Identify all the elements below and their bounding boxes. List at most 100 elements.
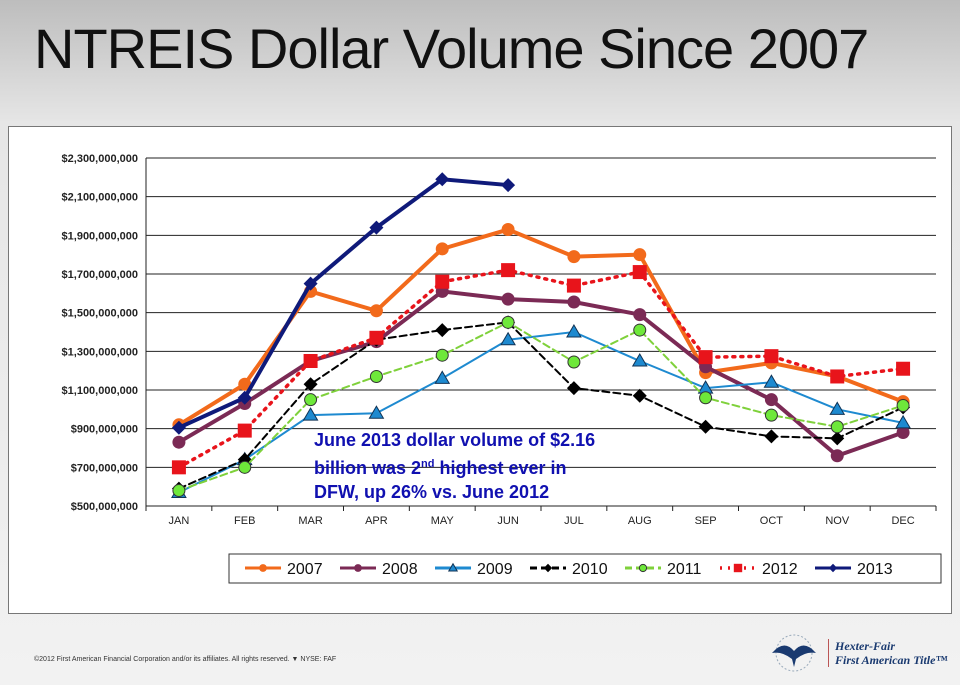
data-point [238, 460, 252, 474]
series-2013 [171, 172, 516, 435]
data-point [172, 484, 186, 498]
data-point [368, 405, 385, 419]
data-point [631, 353, 648, 367]
legend-label: 2011 [667, 561, 702, 578]
annotation-line2: billion was 2nd highest ever in [314, 452, 595, 480]
data-point [369, 330, 384, 345]
legend-label: 2010 [572, 561, 608, 578]
data-point [733, 563, 743, 573]
data-point [764, 408, 778, 422]
annotation-line1: June 2013 dollar volume of $2.16 [314, 430, 596, 450]
data-point [633, 323, 647, 337]
data-point [171, 460, 186, 475]
x-tick-label: JAN [169, 515, 190, 527]
x-tick-label: APR [365, 515, 388, 527]
legend: 2007 2008 2009 2010 2011 2012 2013 [228, 553, 942, 584]
data-point [501, 292, 515, 306]
data-point [435, 348, 449, 362]
x-tick-label: AUG [628, 515, 652, 527]
chart-annotation: June 2013 dollar volume of $2.16 billion… [314, 428, 595, 504]
y-tick-label: $900,000,000 [71, 424, 138, 436]
data-point [763, 374, 780, 388]
data-point [896, 426, 910, 440]
data-point [567, 355, 581, 369]
x-tick-label: DEC [891, 515, 914, 527]
series-2012 [171, 263, 911, 475]
data-point [237, 423, 252, 438]
legend-item: 2007 [245, 561, 323, 578]
data-point [632, 388, 647, 403]
data-point [435, 172, 450, 187]
data-point [369, 369, 383, 383]
data-point [830, 431, 845, 446]
data-point [302, 407, 319, 421]
data-point [369, 304, 383, 318]
data-point [699, 391, 713, 405]
data-point [764, 393, 778, 407]
data-point [501, 223, 515, 237]
data-point [303, 377, 318, 392]
data-point [303, 354, 318, 368]
data-point [830, 449, 844, 463]
logo-line2: First American Title™ [835, 653, 948, 667]
logo-line1: Hexter-Fair [835, 639, 895, 653]
data-point [259, 564, 267, 572]
series-line [177, 268, 905, 470]
series-2007 [172, 223, 910, 432]
data-point [238, 377, 252, 391]
data-point [304, 393, 318, 407]
annotation-text: highest ever in [434, 458, 567, 478]
data-point [829, 401, 846, 415]
data-point [447, 562, 459, 572]
x-tick-label: JUN [497, 515, 518, 527]
y-tick-label: $1,500,000,000 [62, 308, 138, 320]
data-point [764, 349, 779, 364]
data-point [500, 331, 516, 346]
legend-label: 2012 [762, 561, 798, 578]
y-tick-label: $1,900,000,000 [62, 230, 138, 242]
x-tick-label: JUL [564, 515, 584, 527]
data-point [567, 250, 581, 264]
data-point [896, 398, 910, 412]
data-point [172, 435, 186, 449]
x-tick-label: MAY [431, 515, 455, 527]
legend-label: 2013 [857, 561, 893, 578]
legend-item: 2012 [720, 561, 798, 578]
page-title: NTREIS Dollar Volume Since 2007 [34, 17, 869, 80]
series-line [176, 177, 511, 430]
annotation-sup: nd [421, 458, 435, 470]
data-point [633, 308, 647, 322]
data-point [435, 323, 450, 338]
y-tick-label: $2,300,000,000 [62, 153, 138, 165]
data-point [830, 420, 844, 434]
data-point [434, 370, 451, 384]
legend-item: 2011 [625, 561, 702, 578]
data-point [501, 263, 516, 278]
data-point [828, 563, 838, 573]
x-tick-label: SEP [695, 515, 717, 527]
data-point [633, 248, 647, 262]
series-line [176, 227, 906, 427]
y-tick-label: $2,100,000,000 [62, 192, 138, 204]
data-point [369, 220, 384, 235]
legend-label: 2009 [477, 561, 513, 578]
data-point [566, 381, 581, 396]
chart-panel: $500,000,000 $700,000,000 $900,000,000 $1,1… [8, 126, 952, 614]
data-point [237, 390, 252, 405]
data-point [435, 242, 449, 256]
y-tick-label: $1,100,000,000 [62, 385, 138, 397]
series-line [176, 289, 906, 459]
x-tick-label: MAR [298, 515, 323, 527]
series-2011 [172, 315, 910, 498]
data-point [171, 420, 186, 435]
data-point [543, 563, 553, 573]
data-point [566, 278, 581, 293]
data-point [698, 419, 713, 434]
eagle-seal-icon [772, 634, 816, 672]
data-point [354, 564, 362, 572]
data-point [566, 324, 582, 338]
y-tick-label: $1,300,000,000 [62, 346, 138, 358]
legend-label: 2008 [382, 561, 418, 578]
data-point [303, 276, 318, 291]
data-point [896, 361, 911, 376]
